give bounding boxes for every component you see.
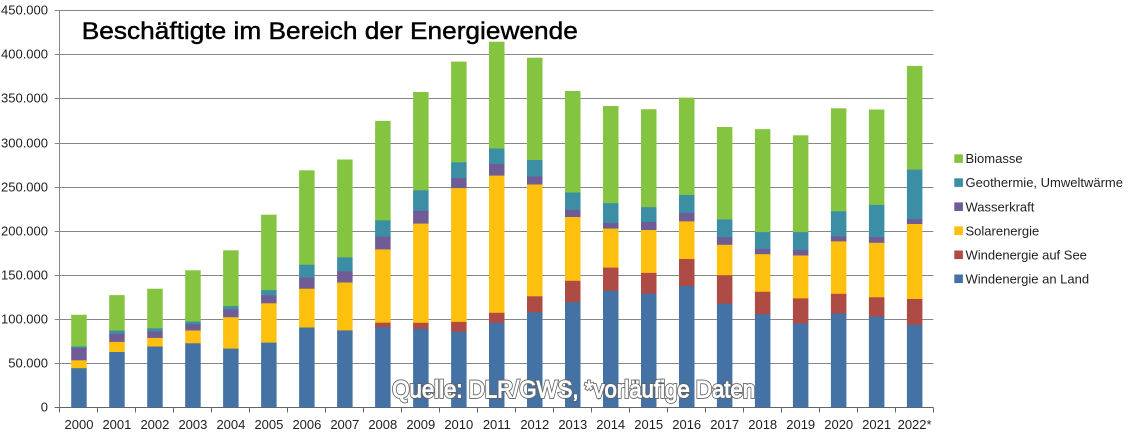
svg-text:2017: 2017 xyxy=(710,417,739,432)
svg-text:400.000: 400.000 xyxy=(1,47,48,62)
svg-text:Quelle: DLR/GWS, *vorläufige D: Quelle: DLR/GWS, *vorläufige Daten xyxy=(392,376,755,403)
svg-text:Windenergie an Land: Windenergie an Land xyxy=(966,271,1090,286)
svg-text:2007: 2007 xyxy=(330,417,359,432)
svg-text:Quelle: DLR/GWS, *vorläufige D: Quelle: DLR/GWS, *vorläufige Daten xyxy=(392,376,755,403)
svg-text:Windenergie auf See: Windenergie auf See xyxy=(966,247,1087,262)
svg-text:50.000: 50.000 xyxy=(8,356,48,371)
svg-text:2022*: 2022* xyxy=(898,417,932,432)
svg-text:300.000: 300.000 xyxy=(1,136,48,151)
svg-text:2020: 2020 xyxy=(824,417,853,432)
svg-text:2019: 2019 xyxy=(786,417,815,432)
svg-text:2021: 2021 xyxy=(862,417,891,432)
svg-text:2012: 2012 xyxy=(520,417,549,432)
svg-text:2000: 2000 xyxy=(65,417,94,432)
svg-text:Biomasse: Biomasse xyxy=(966,151,1023,166)
svg-text:2013: 2013 xyxy=(558,417,587,432)
svg-text:2015: 2015 xyxy=(634,417,663,432)
svg-text:450.000: 450.000 xyxy=(1,3,48,18)
svg-text:Solarenergie: Solarenergie xyxy=(966,223,1040,238)
svg-text:0: 0 xyxy=(41,400,48,415)
svg-text:250.000: 250.000 xyxy=(1,180,48,195)
svg-text:150.000: 150.000 xyxy=(1,268,48,283)
svg-text:2006: 2006 xyxy=(292,417,321,432)
svg-text:Geothermie, Umweltwärme: Geothermie, Umweltwärme xyxy=(966,175,1124,190)
svg-text:2001: 2001 xyxy=(102,417,131,432)
svg-text:2002: 2002 xyxy=(140,417,169,432)
svg-text:200.000: 200.000 xyxy=(1,224,48,239)
svg-text:Beschäftigte im Bereich der En: Beschäftigte im Bereich der Energiewende xyxy=(82,18,578,45)
svg-text:2016: 2016 xyxy=(672,417,701,432)
svg-text:350.000: 350.000 xyxy=(1,91,48,106)
svg-text:100.000: 100.000 xyxy=(1,312,48,327)
svg-text:2009: 2009 xyxy=(406,417,435,432)
svg-text:2003: 2003 xyxy=(178,417,207,432)
svg-text:2014: 2014 xyxy=(596,417,625,432)
svg-text:2005: 2005 xyxy=(254,417,283,432)
svg-text:2004: 2004 xyxy=(216,417,245,432)
svg-text:2010: 2010 xyxy=(444,417,473,432)
svg-text:2008: 2008 xyxy=(368,417,397,432)
svg-text:2018: 2018 xyxy=(748,417,777,432)
svg-text:Wasserkraft: Wasserkraft xyxy=(966,199,1035,214)
svg-text:2011: 2011 xyxy=(483,417,511,432)
